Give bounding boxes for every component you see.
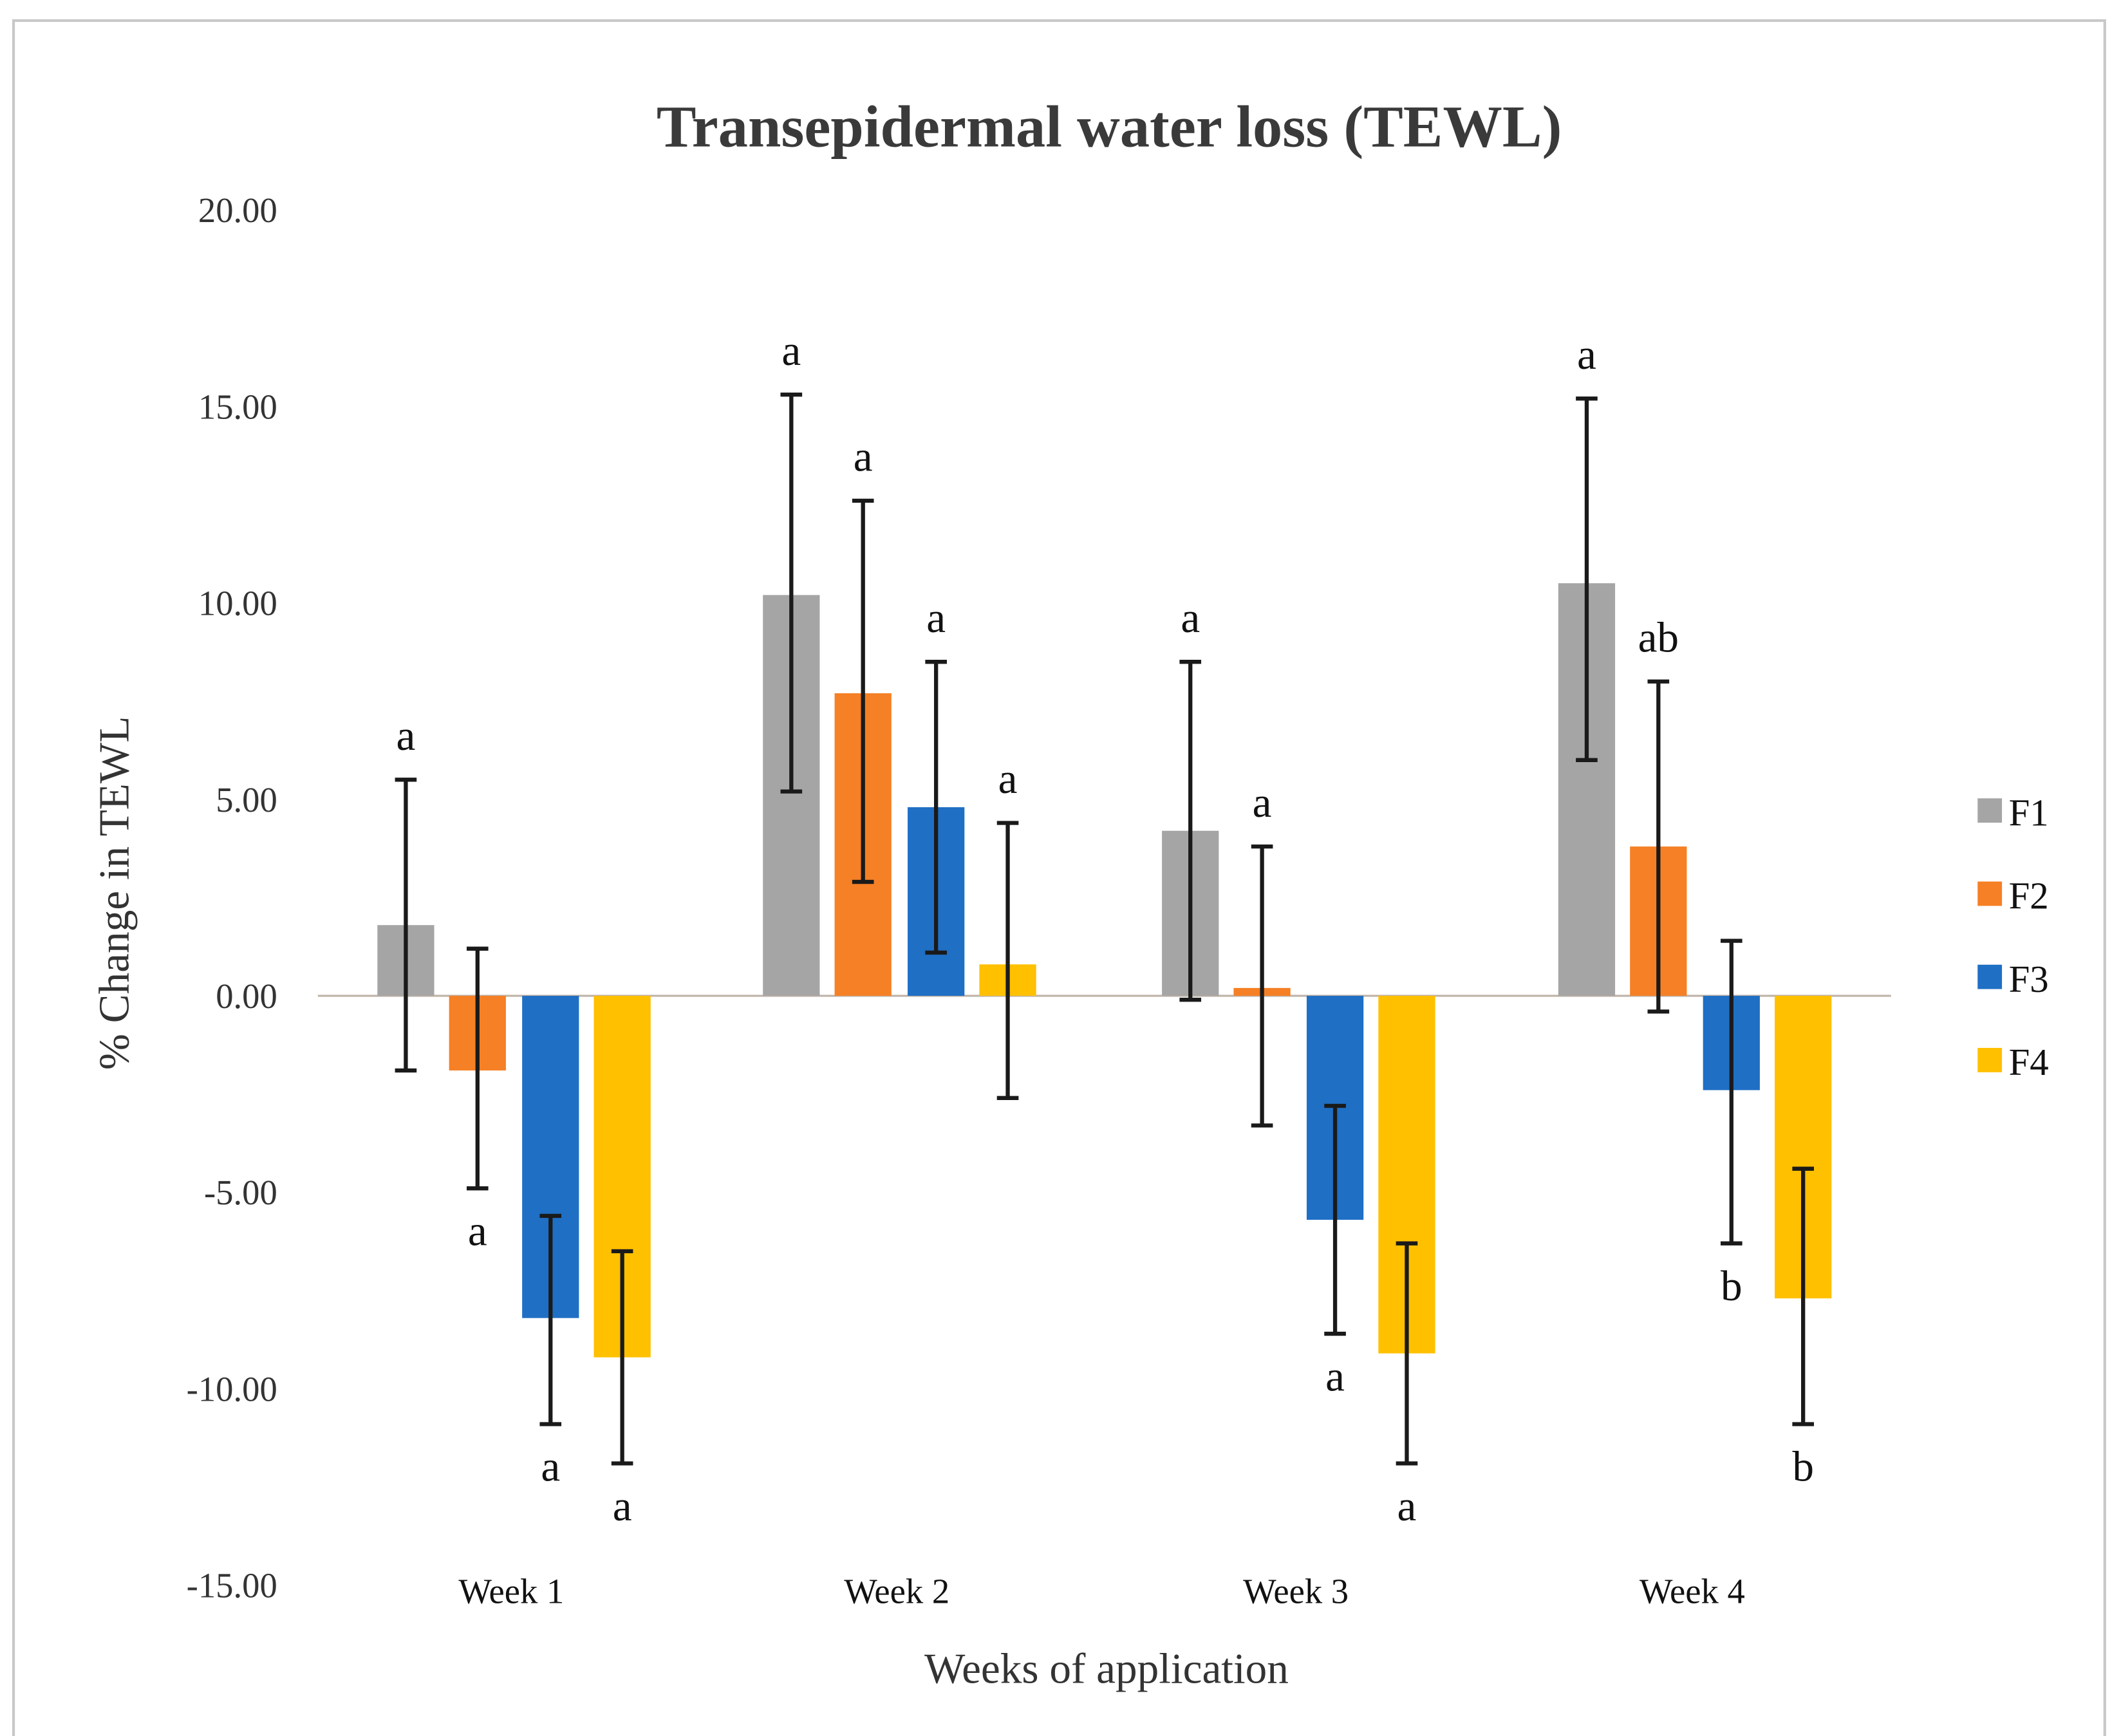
significance-letter: a — [1181, 593, 1200, 642]
significance-letter: a — [926, 593, 946, 642]
y-tick-label: -5.00 — [204, 1173, 277, 1212]
legend-label: F2 — [2009, 875, 2049, 917]
x-category-label: Week 1 — [458, 1572, 564, 1611]
error-bar — [1792, 1166, 1814, 1426]
legend-item-f2: F2 — [1977, 875, 2049, 917]
error-bar — [780, 392, 803, 794]
y-tick-label: 15.00 — [198, 387, 277, 426]
y-tick-label: 0.00 — [216, 976, 277, 1016]
legend-swatch — [1977, 1047, 2003, 1072]
x-axis-label: Weeks of application — [924, 1645, 1289, 1693]
error-bar — [1179, 660, 1202, 1002]
significance-letter: b — [1792, 1442, 1814, 1491]
legend-item-f4: F4 — [1977, 1041, 2049, 1083]
error-bar — [611, 1249, 633, 1466]
significance-letter: a — [1325, 1352, 1345, 1400]
error-bar — [539, 1213, 562, 1426]
significance-letter: a — [781, 326, 801, 375]
legend-swatch — [1977, 964, 2003, 989]
legend-item-f3: F3 — [1977, 958, 2049, 1000]
y-tick-label: 10.00 — [198, 584, 277, 623]
y-axis-label: % Change in TEWL — [90, 716, 138, 1070]
significance-letter: a — [1397, 1482, 1417, 1530]
significance-letter: a — [468, 1206, 487, 1255]
chart-title: Transepidermal water loss (TEWL) — [657, 93, 1562, 159]
error-bar — [1324, 1103, 1346, 1336]
significance-letter: a — [1577, 330, 1596, 378]
x-category-label: Week 2 — [844, 1572, 949, 1611]
x-category-label: Week 3 — [1243, 1572, 1349, 1611]
x-category-label: Week 4 — [1640, 1572, 1745, 1611]
significance-letter: ab — [1638, 613, 1679, 661]
significance-letter: a — [854, 433, 873, 481]
error-bar — [1720, 938, 1743, 1246]
chart-frame — [12, 19, 2106, 1736]
legend-label: F4 — [2009, 1041, 2049, 1083]
legend-item-f1: F1 — [1977, 792, 2049, 834]
significance-letter: a — [541, 1442, 560, 1491]
significance-letter: b — [1721, 1262, 1743, 1310]
error-bar — [1576, 397, 1598, 762]
legend-swatch — [1977, 798, 2003, 823]
error-bar — [1396, 1241, 1418, 1466]
error-bar — [852, 498, 874, 884]
error-bar — [925, 660, 947, 955]
error-bar — [466, 946, 489, 1191]
y-tick-label: 5.00 — [216, 780, 277, 819]
error-bar — [1251, 844, 1273, 1128]
y-tick-label: 20.00 — [198, 191, 277, 230]
y-tick-label: -15.00 — [187, 1566, 277, 1605]
legend-label: F3 — [2009, 958, 2049, 1000]
error-bar — [1647, 679, 1670, 1014]
legend-swatch — [1977, 881, 2003, 906]
legend-label: F1 — [2009, 792, 2049, 834]
significance-letter: a — [1253, 778, 1272, 826]
significance-letter: a — [613, 1482, 632, 1530]
y-tick-label: -10.00 — [187, 1369, 277, 1408]
error-bar — [395, 778, 417, 1073]
significance-letter: a — [998, 754, 1018, 803]
error-bar — [996, 821, 1019, 1100]
significance-letter: a — [396, 711, 415, 760]
